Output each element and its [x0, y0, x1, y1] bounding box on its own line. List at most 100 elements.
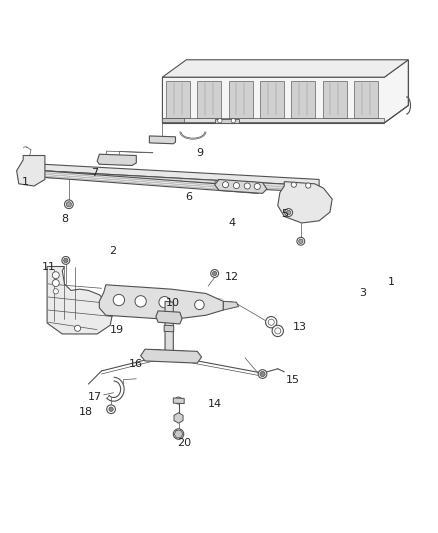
Polygon shape [354, 80, 378, 118]
Circle shape [117, 156, 123, 162]
Circle shape [62, 256, 70, 264]
Text: 16: 16 [129, 359, 143, 369]
Text: 5: 5 [281, 209, 288, 219]
Circle shape [285, 208, 293, 216]
Polygon shape [260, 80, 284, 118]
Text: 9: 9 [196, 148, 203, 158]
Circle shape [306, 183, 311, 188]
Text: 2: 2 [109, 246, 116, 256]
Polygon shape [173, 398, 184, 403]
Polygon shape [174, 413, 183, 423]
Circle shape [107, 405, 116, 414]
Circle shape [299, 239, 303, 244]
Polygon shape [141, 349, 201, 363]
Circle shape [258, 370, 267, 378]
Text: 11: 11 [42, 262, 56, 271]
Polygon shape [43, 171, 319, 192]
Circle shape [233, 182, 240, 189]
Circle shape [228, 302, 234, 308]
Polygon shape [99, 285, 223, 320]
Circle shape [291, 182, 297, 187]
Polygon shape [149, 136, 176, 144]
Circle shape [244, 183, 251, 189]
Text: 1: 1 [22, 176, 29, 187]
Circle shape [102, 156, 108, 161]
Circle shape [260, 372, 265, 377]
Polygon shape [197, 80, 221, 118]
Circle shape [159, 313, 166, 320]
Polygon shape [165, 301, 173, 358]
Text: 19: 19 [110, 325, 124, 335]
Circle shape [124, 156, 131, 163]
Circle shape [218, 118, 222, 123]
Polygon shape [215, 118, 239, 123]
Text: 8: 8 [61, 214, 68, 224]
Circle shape [74, 325, 81, 332]
Polygon shape [322, 80, 346, 118]
Polygon shape [97, 154, 136, 166]
Circle shape [173, 429, 184, 439]
Circle shape [159, 296, 170, 308]
Polygon shape [162, 118, 184, 122]
Circle shape [212, 271, 217, 276]
Circle shape [297, 237, 305, 245]
Circle shape [194, 300, 204, 310]
Circle shape [179, 353, 185, 360]
Polygon shape [17, 156, 45, 186]
Polygon shape [47, 266, 113, 334]
Polygon shape [162, 118, 385, 122]
Circle shape [52, 279, 59, 287]
Circle shape [164, 137, 170, 142]
Circle shape [52, 272, 59, 279]
Polygon shape [166, 80, 190, 118]
Polygon shape [164, 325, 174, 332]
Circle shape [175, 397, 182, 404]
Text: 20: 20 [177, 438, 191, 448]
Circle shape [177, 351, 187, 362]
Polygon shape [174, 430, 183, 438]
Circle shape [172, 314, 179, 321]
Text: 7: 7 [92, 168, 99, 178]
Circle shape [152, 350, 164, 361]
Text: 4: 4 [229, 218, 236, 228]
Text: 17: 17 [88, 392, 102, 402]
Circle shape [113, 294, 124, 305]
Circle shape [176, 431, 181, 437]
Polygon shape [156, 311, 182, 324]
Circle shape [275, 328, 281, 334]
Circle shape [286, 211, 291, 215]
Circle shape [66, 201, 71, 207]
Circle shape [155, 352, 161, 358]
Circle shape [231, 118, 236, 123]
Polygon shape [278, 182, 332, 223]
Text: 1: 1 [388, 277, 394, 287]
Circle shape [135, 296, 146, 307]
Text: 10: 10 [166, 298, 180, 309]
Polygon shape [215, 180, 267, 193]
Circle shape [109, 407, 113, 411]
Circle shape [223, 182, 229, 188]
Polygon shape [43, 164, 319, 186]
Circle shape [272, 325, 283, 336]
Polygon shape [291, 80, 315, 118]
Circle shape [211, 270, 219, 277]
Text: 13: 13 [293, 322, 307, 333]
Circle shape [53, 289, 58, 294]
Text: 15: 15 [286, 375, 300, 385]
Polygon shape [162, 60, 408, 123]
Polygon shape [162, 60, 408, 77]
Text: 18: 18 [79, 407, 93, 417]
Text: 3: 3 [359, 288, 366, 297]
Polygon shape [229, 80, 253, 118]
Circle shape [110, 156, 116, 161]
Circle shape [265, 317, 277, 328]
Polygon shape [223, 301, 239, 310]
Circle shape [64, 258, 68, 263]
Polygon shape [43, 171, 258, 193]
Circle shape [268, 319, 274, 325]
Circle shape [254, 183, 260, 189]
Text: 12: 12 [225, 272, 239, 282]
Text: 14: 14 [208, 399, 222, 409]
Circle shape [64, 200, 73, 208]
Circle shape [153, 137, 159, 142]
